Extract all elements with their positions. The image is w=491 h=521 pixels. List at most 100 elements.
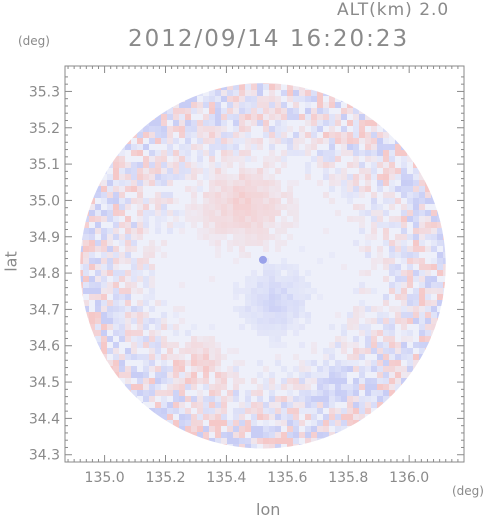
field-cell	[323, 390, 329, 396]
field-cell	[437, 216, 443, 222]
field-cell	[281, 378, 287, 384]
field-cell	[419, 276, 425, 282]
field-cell	[389, 204, 395, 210]
field-cell	[425, 276, 431, 282]
field-cell	[89, 294, 95, 300]
field-cell	[143, 126, 149, 132]
field-cell	[203, 414, 209, 420]
field-cell	[257, 396, 263, 402]
field-cell	[227, 240, 233, 246]
field-cell	[293, 216, 299, 222]
field-cell	[389, 246, 395, 252]
field-cell	[293, 96, 299, 102]
field-cell	[215, 420, 221, 426]
field-cell	[341, 330, 347, 336]
field-cell	[125, 234, 131, 240]
field-cell	[263, 168, 269, 174]
field-cell	[287, 408, 293, 414]
field-cell	[401, 258, 407, 264]
field-cell	[311, 120, 317, 126]
field-cell	[275, 156, 281, 162]
field-cell	[275, 222, 281, 228]
field-cell	[299, 114, 305, 120]
field-cell	[275, 210, 281, 216]
field-cell	[317, 378, 323, 384]
field-cell	[323, 114, 329, 120]
field-cell	[275, 294, 281, 300]
field-cell	[245, 102, 251, 108]
field-cell	[149, 330, 155, 336]
field-cell	[287, 126, 293, 132]
field-cell	[197, 90, 203, 96]
field-cell	[281, 222, 287, 228]
field-cell	[185, 372, 191, 378]
field-cell	[407, 192, 413, 198]
field-cell	[215, 234, 221, 240]
field-cell	[329, 378, 335, 384]
field-cell	[257, 360, 263, 366]
field-cell	[371, 150, 377, 156]
field-cell	[395, 264, 401, 270]
field-cell	[80, 282, 83, 288]
field-cell	[287, 144, 293, 150]
field-cell	[305, 282, 311, 288]
field-cell	[107, 216, 113, 222]
field-cell	[299, 90, 305, 96]
field-cell	[299, 132, 305, 138]
field-cell	[395, 312, 401, 318]
field-cell	[191, 432, 197, 438]
field-cell	[179, 102, 185, 108]
field-cell	[317, 426, 323, 432]
field-cell	[191, 126, 197, 132]
field-cell	[179, 420, 185, 426]
field-cell	[275, 204, 281, 210]
field-cell	[119, 240, 125, 246]
field-cell	[305, 426, 311, 432]
field-cell	[281, 276, 287, 282]
field-cell	[185, 378, 191, 384]
field-cell	[275, 276, 281, 282]
field-cell	[245, 126, 251, 132]
field-cell	[419, 204, 425, 210]
field-cell	[203, 396, 209, 402]
field-cell	[131, 174, 137, 180]
field-cell	[227, 228, 233, 234]
field-cell	[101, 246, 107, 252]
field-cell	[437, 270, 443, 276]
field-cell	[407, 354, 413, 360]
field-cell	[263, 384, 269, 390]
field-cell	[107, 186, 113, 192]
field-cell	[395, 246, 401, 252]
field-cell	[329, 90, 335, 96]
field-cell	[107, 360, 113, 366]
field-cell	[395, 216, 401, 222]
field-cell	[371, 318, 377, 324]
field-cell	[437, 312, 443, 318]
field-cell	[335, 336, 341, 342]
field-cell	[395, 186, 401, 192]
field-cell	[395, 378, 401, 384]
field-cell	[401, 294, 407, 300]
field-cell	[185, 384, 191, 390]
field-cell	[365, 168, 371, 174]
field-cell	[317, 114, 323, 120]
field-cell	[281, 156, 287, 162]
field-cell	[293, 264, 299, 270]
field-cell	[383, 396, 389, 402]
field-cell	[287, 372, 293, 378]
field-cell	[335, 420, 341, 426]
field-cell	[113, 186, 119, 192]
field-cell	[377, 132, 383, 138]
field-cell	[245, 438, 251, 444]
field-cell	[161, 162, 167, 168]
field-cell	[239, 180, 245, 186]
field-cell	[389, 390, 395, 396]
field-cell	[263, 408, 269, 414]
field-cell	[275, 402, 281, 408]
field-cell	[401, 174, 407, 180]
field-cell	[113, 174, 119, 180]
field-cell	[125, 222, 131, 228]
field-cell	[245, 306, 251, 312]
field-cell	[221, 222, 227, 228]
field-cell	[293, 294, 299, 300]
